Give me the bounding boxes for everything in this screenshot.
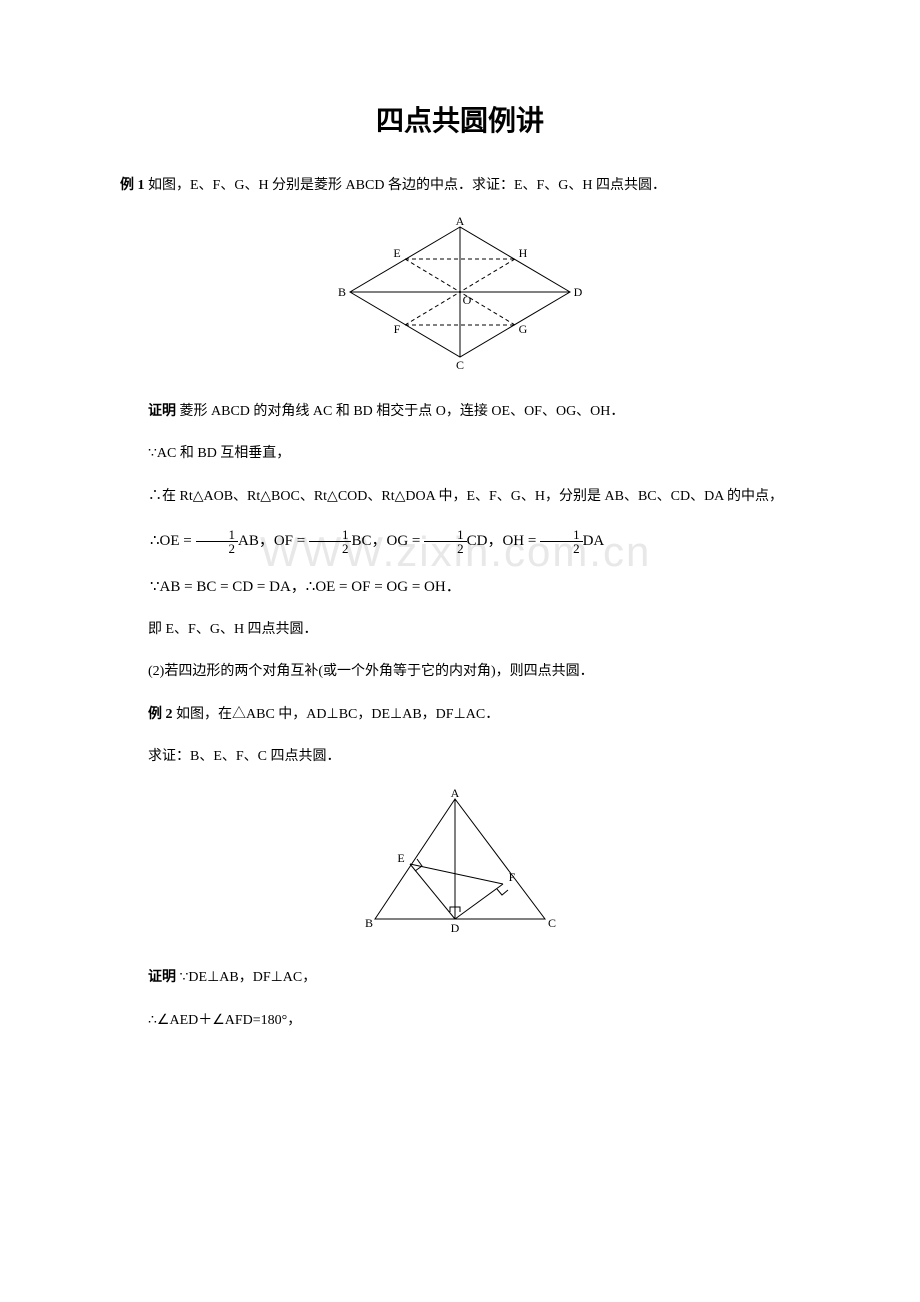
proof1-text: 菱形 ABCD 的对角线 AC 和 BD 相交于点 O，连接 OE、OF、OG、… bbox=[176, 404, 624, 419]
label-c: C bbox=[456, 358, 464, 372]
frac1: 12 bbox=[196, 528, 239, 555]
line3: 即 E、F、G、H 四点共圆． bbox=[120, 619, 800, 641]
math1-seg3: CD，OH = bbox=[467, 533, 540, 549]
label-o: O bbox=[463, 293, 472, 307]
proof1-paragraph: 证明 菱形 ABCD 的对角线 AC 和 BD 相交于点 O，连接 OE、OF、… bbox=[120, 401, 800, 423]
line-of bbox=[405, 292, 460, 325]
proof1-label: 证明 bbox=[148, 404, 176, 419]
math-watermark-area: WWW.zixin.com.cn ∴OE = 12AB，OF = 12BC，OG… bbox=[120, 528, 800, 599]
frac4: 12 bbox=[540, 528, 583, 555]
right-angle-d-left bbox=[450, 907, 455, 912]
line1: ∵AC 和 BD 互相垂直， bbox=[120, 443, 800, 465]
label2-c: C bbox=[548, 916, 556, 930]
example2-text: 如图，在△ABC 中，AD⊥BC，DE⊥AB，DF⊥AC． bbox=[173, 707, 500, 722]
label-d: D bbox=[574, 285, 583, 299]
label-g: G bbox=[519, 322, 528, 336]
math1-seg4: DA bbox=[583, 533, 605, 549]
example1-paragraph: 例 1 如图，E、F、G、H 分别是菱形 ABCD 各边的中点．求证：E、F、G… bbox=[120, 175, 800, 197]
line2: ∴在 Rt△AOB、Rt△BOC、Rt△COD、Rt△DOA 中，E、F、G、H… bbox=[120, 486, 800, 508]
line5: 求证：B、E、F、C 四点共圆． bbox=[120, 746, 800, 768]
frac2: 12 bbox=[309, 528, 352, 555]
example2-paragraph: 例 2 如图，在△ABC 中，AD⊥BC，DE⊥AB，DF⊥AC． bbox=[120, 704, 800, 726]
figure1-container: A B C D E F G H O bbox=[120, 217, 800, 381]
math1-seg1: AB，OF = bbox=[238, 533, 309, 549]
figure2-container: A B C D E F bbox=[120, 789, 800, 948]
label2-f: F bbox=[509, 870, 516, 884]
example2-label: 例 2 bbox=[148, 707, 173, 722]
math1-prefix: ∴OE = bbox=[150, 533, 196, 549]
label-a: A bbox=[456, 217, 465, 228]
math1-seg2: BC，OG = bbox=[351, 533, 424, 549]
figure2-svg: A B C D E F bbox=[355, 789, 565, 939]
example1-text: 如图，E、F、G、H 分别是菱形 ABCD 各边的中点．求证：E、F、G、H 四… bbox=[145, 178, 667, 193]
label-b: B bbox=[338, 285, 346, 299]
proof2-paragraph: 证明 ∵DE⊥AB，DF⊥AC， bbox=[120, 967, 800, 989]
label-e: E bbox=[393, 246, 400, 260]
document-content: 四点共圆例讲 例 1 如图，E、F、G、H 分别是菱形 ABCD 各边的中点．求… bbox=[120, 100, 800, 1032]
math1: ∴OE = 12AB，OF = 12BC，OG = 12CD，OH = 12DA bbox=[120, 528, 800, 555]
line-df bbox=[455, 884, 503, 919]
line6: ∴∠AED＋∠AFD=180°， bbox=[120, 1010, 800, 1032]
right-angle-f bbox=[497, 889, 508, 895]
label-h: H bbox=[519, 246, 528, 260]
page-title: 四点共圆例讲 bbox=[120, 100, 800, 145]
proof2-label: 证明 bbox=[148, 970, 176, 985]
frac3: 12 bbox=[424, 528, 467, 555]
math2: ∵AB = BC = CD = DA，∴OE = OF = OG = OH． bbox=[120, 575, 800, 599]
line4: (2)若四边形的两个对角互补(或一个外角等于它的内对角)，则四点共圆． bbox=[120, 661, 800, 683]
figure1-svg: A B C D E F G H O bbox=[330, 217, 590, 372]
label2-b: B bbox=[365, 916, 373, 930]
label-f: F bbox=[394, 322, 401, 336]
right-angle-d-right bbox=[455, 907, 460, 912]
label2-e: E bbox=[397, 851, 404, 865]
label2-d: D bbox=[451, 921, 460, 935]
example1-label: 例 1 bbox=[120, 178, 145, 193]
line-oh bbox=[460, 259, 515, 292]
label2-a: A bbox=[451, 789, 460, 800]
proof2-text: ∵DE⊥AB，DF⊥AC， bbox=[176, 970, 316, 985]
line-oe bbox=[405, 259, 460, 292]
